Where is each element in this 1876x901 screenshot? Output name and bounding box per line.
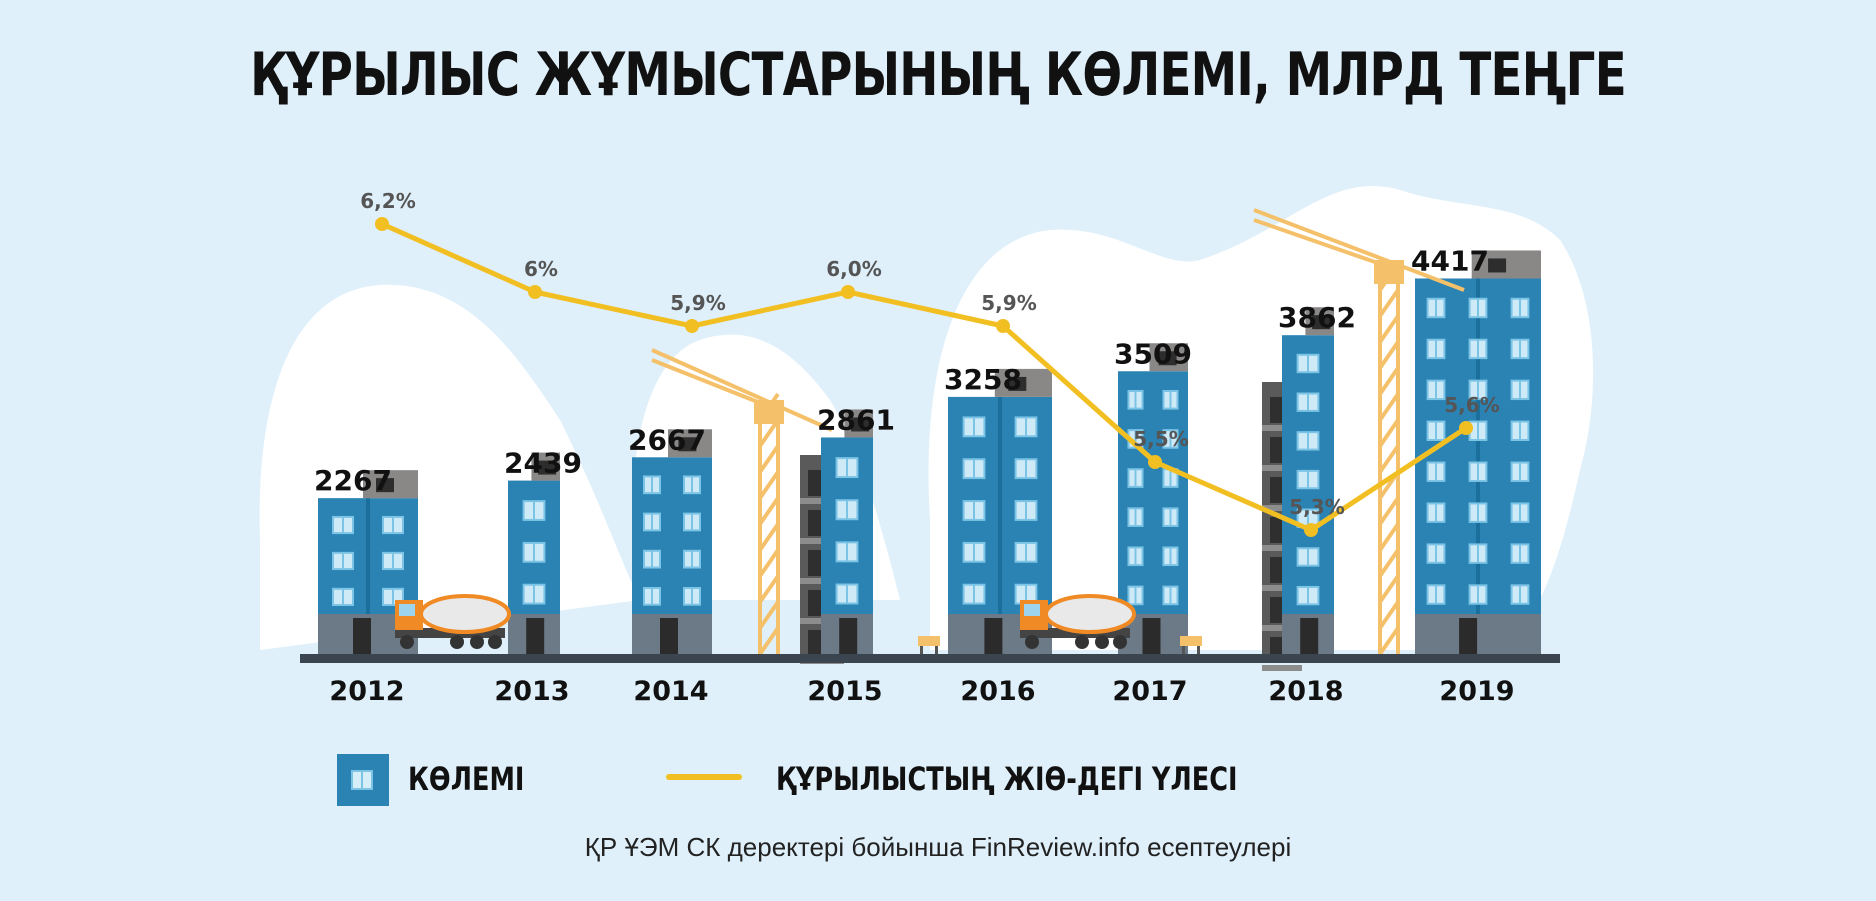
share-value-label: 5,3% <box>1289 495 1344 519</box>
value-labels-layer: 2267 2439 2667 2861 3258 3509 3862 4417 <box>314 244 1489 497</box>
x-tick-label: 2014 <box>633 676 708 707</box>
share-point <box>841 285 855 299</box>
concrete-truck-icon <box>395 594 511 649</box>
bar-value-label: 2439 <box>504 447 582 480</box>
share-value-label: 6,2% <box>360 189 415 213</box>
crane-icon <box>1253 208 1465 656</box>
bar-value-label: 2861 <box>817 403 895 436</box>
share-value-label: 5,9% <box>981 291 1036 315</box>
share-point <box>1304 523 1318 537</box>
share-point <box>375 217 389 231</box>
share-point <box>1459 421 1473 435</box>
share-value-label: 5,5% <box>1133 427 1188 451</box>
barrier-icon <box>918 636 940 654</box>
bar-2013 <box>508 452 560 654</box>
buildings-layer <box>318 250 1541 671</box>
bar-value-label: 2267 <box>314 464 392 497</box>
concrete-truck-icon <box>1020 594 1136 649</box>
roof-block <box>1471 250 1541 279</box>
ground-line <box>300 654 1560 663</box>
legend-share-label: ҚҰРЫЛЫСТЫҢ ЖІӨ-ДЕГІ ҮЛЕСІ <box>776 760 1238 798</box>
share-value-label: 6,0% <box>826 257 881 281</box>
bar-value-label: 3258 <box>944 363 1022 396</box>
x-axis-labels: 2012 2013 2014 2015 2016 2017 2018 2019 <box>329 676 1514 707</box>
x-tick-label: 2017 <box>1112 676 1187 707</box>
share-value-label: 5,9% <box>670 291 725 315</box>
x-tick-label: 2018 <box>1268 676 1343 707</box>
x-tick-label: 2013 <box>494 676 569 707</box>
x-tick-label: 2015 <box>807 676 882 707</box>
share-value-label: 5,6% <box>1444 393 1499 417</box>
bar-value-label: 4417 <box>1411 244 1489 277</box>
bar-2019 <box>1415 250 1541 654</box>
legend-share-line <box>666 774 742 780</box>
legend-volume-label: КӨЛЕМІ <box>408 760 525 798</box>
chart-title: ҚҰРЫЛЫС ЖҰМЫСТАРЫНЫҢ КӨЛЕМІ, МЛРД ТЕҢГЕ <box>250 40 1627 110</box>
share-point <box>528 285 542 299</box>
share-line <box>380 221 1468 533</box>
legend-volume-swatch <box>337 754 389 806</box>
share-point <box>1148 455 1162 469</box>
bar-2018 <box>1282 307 1334 654</box>
share-point <box>996 319 1010 333</box>
source-note: ҚР ҰЭМ СК деректері бойынша FinReview.in… <box>584 832 1292 862</box>
crane-icon <box>651 348 833 656</box>
share-line-layer: 6,2% 6% 5,9% 6,0% 5,9% 5,5% 5,3% 5,6% <box>360 189 1500 537</box>
bar-2015 <box>821 409 873 654</box>
share-value-label: 6% <box>524 257 558 281</box>
x-tick-label: 2012 <box>329 676 404 707</box>
bar-value-label: 3509 <box>1114 337 1192 370</box>
bar-2014 <box>632 429 712 654</box>
barrier-icon <box>1180 636 1202 654</box>
bar-value-label: 3862 <box>1278 301 1356 334</box>
share-point <box>685 319 699 333</box>
x-tick-label: 2019 <box>1439 676 1514 707</box>
x-tick-label: 2016 <box>960 676 1035 707</box>
decorations-layer <box>395 208 1465 656</box>
bar-value-label: 2667 <box>628 423 706 456</box>
